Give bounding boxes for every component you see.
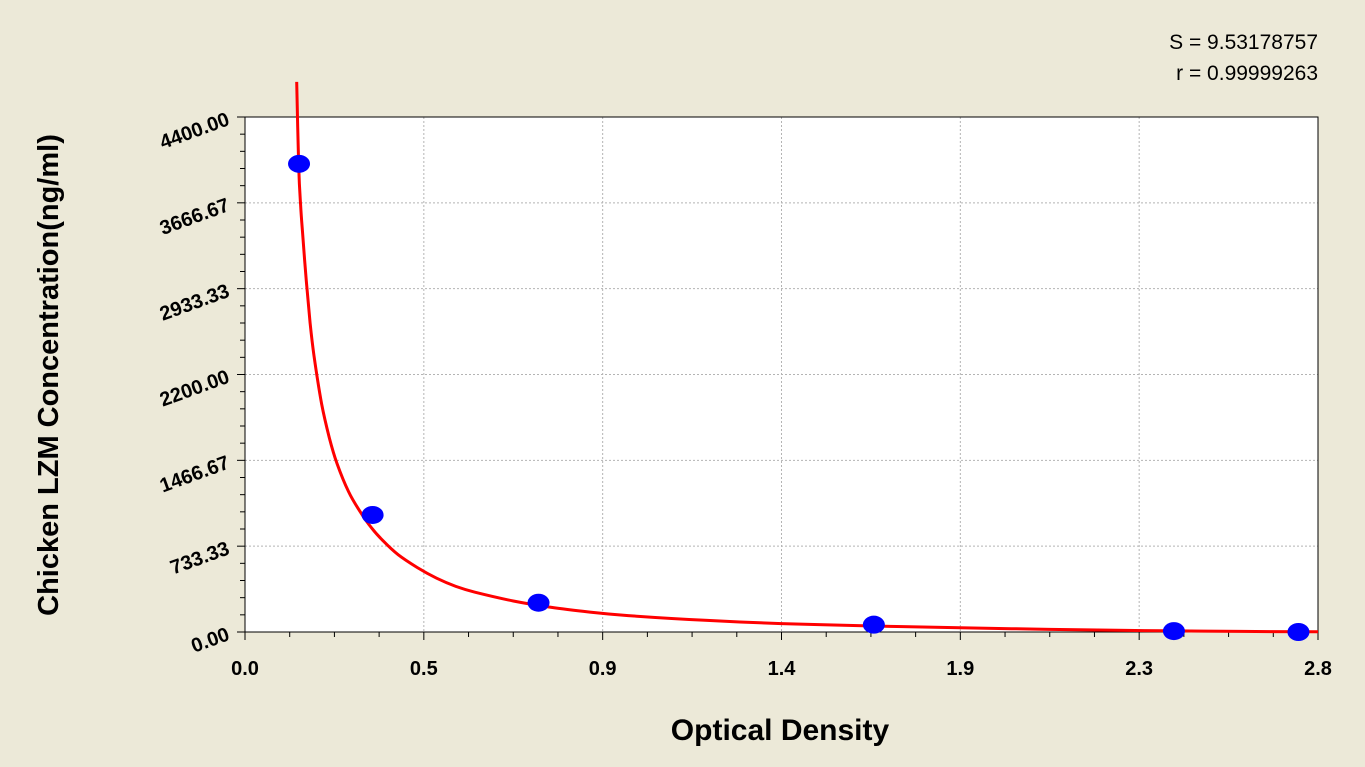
x-tick-label: 2.3 [1125,658,1153,680]
curve-layer [295,81,1318,634]
y-tick-label: 2200.00 [157,366,232,411]
y-tick-labels: 0.00 733.33 1466.67 2200.00 2933.33 3666.67 44… [157,109,232,658]
data-point [527,593,550,612]
fit-curve [295,81,1318,634]
x-tick-label: 0.9 [589,658,617,680]
r-stat-label: r = 0.99999263 [1176,62,1318,85]
y-tick-label: 1466.67 [157,452,232,497]
plot-frame [244,116,1319,633]
x-tick-label: 2.8 [1304,658,1332,680]
s-stat-label: S = 9.53178757 [1169,31,1318,54]
minor-ticks [237,116,1319,640]
x-tick-label: 1.9 [946,658,974,680]
x-tick-label: 0.5 [410,658,438,680]
data-point [1162,622,1185,641]
data-point [1287,623,1310,641]
data-point [361,505,384,524]
x-tick-label: 0.0 [231,658,259,680]
y-tick-label: 0.00 [188,624,232,658]
y-axis-label: Chicken LZM Concentration(ng/ml) [33,134,65,616]
y-tick-label: 4400.00 [157,109,232,154]
x-tick-label: 1.4 [768,658,797,680]
data-point [288,154,311,173]
y-tick-label: 3666.67 [157,194,232,239]
x-tick-labels: 0.0 0.5 0.9 1.4 1.9 2.3 2.8 [231,658,1332,680]
points-layer [288,154,1310,641]
x-axis-label: Optical Density [671,714,890,747]
y-tick-label: 733.33 [167,538,232,580]
y-tick-label: 2933.33 [157,280,232,325]
data-point [862,615,885,634]
grid [245,117,1318,632]
